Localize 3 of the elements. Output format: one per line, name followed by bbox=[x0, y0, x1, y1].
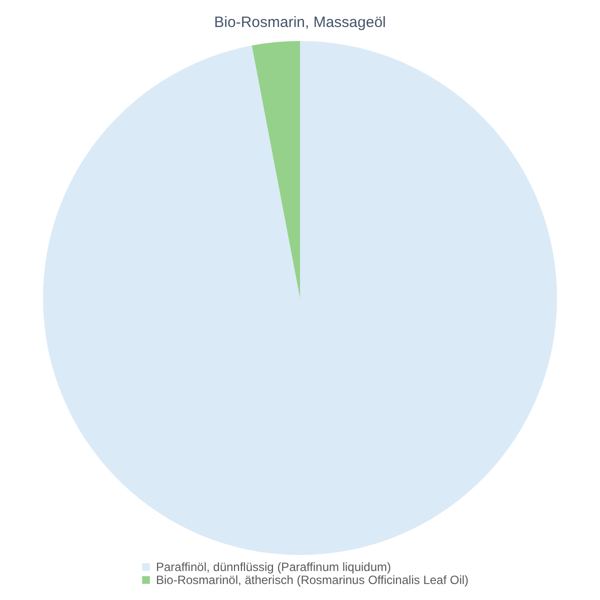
legend-label: Paraffinöl, dünnflüssig (Paraffinum liquidum) bbox=[156, 560, 392, 574]
chart-title: Bio-Rosmarin, Massageöl bbox=[214, 14, 386, 31]
legend-label: Bio-Rosmarinöl, ätherisch (Rosmarinus Officinalis Leaf Oil) bbox=[156, 573, 469, 587]
